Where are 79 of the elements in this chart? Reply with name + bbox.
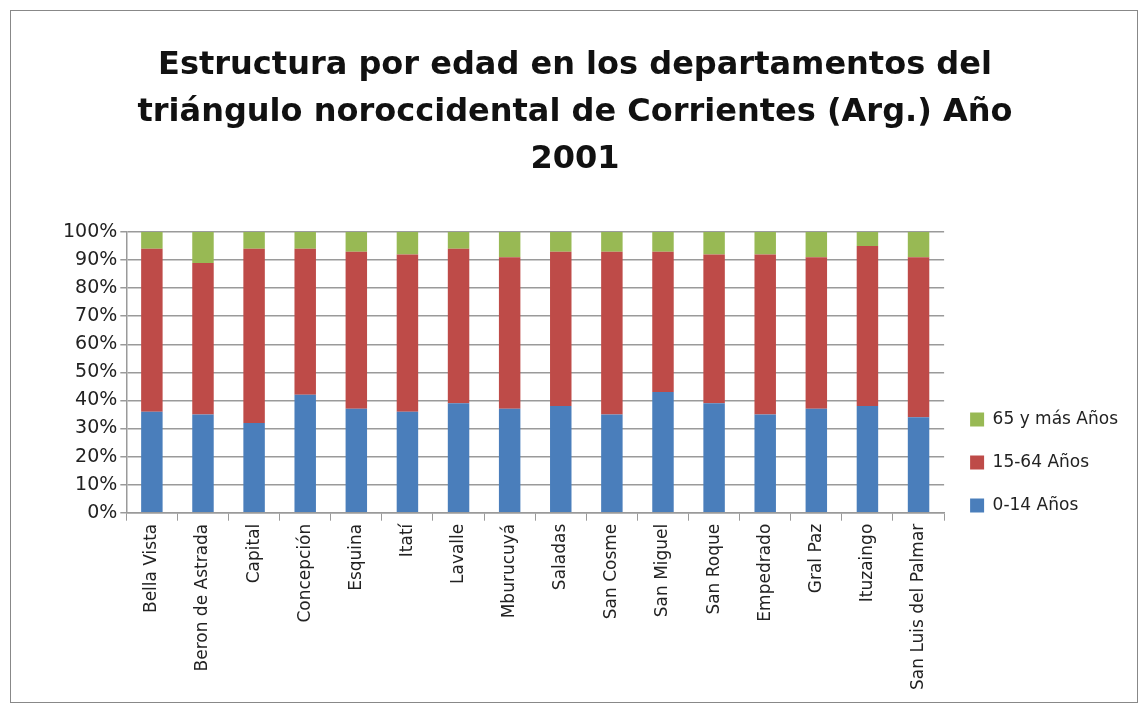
bar — [856, 246, 879, 407]
x-tick-label: San Roque — [702, 523, 723, 615]
x-tick-label: San Cosme — [600, 523, 621, 620]
x-tick-label: Mburucuyá — [498, 523, 519, 619]
x-tick-label: Esquina — [344, 523, 365, 591]
x-tick-label: Concepción — [293, 523, 314, 623]
bar — [754, 414, 776, 512]
bar — [396, 254, 419, 412]
bar — [703, 232, 725, 255]
bar — [652, 251, 674, 393]
x-tick-label: Itatí — [395, 522, 416, 558]
bar — [907, 257, 930, 418]
bar — [907, 232, 930, 258]
x-tick-label: Lavalle — [446, 523, 467, 584]
y-tick-label: 0% — [87, 499, 118, 522]
bar — [652, 232, 674, 252]
y-tick-label: 100% — [62, 218, 118, 241]
bar — [550, 232, 572, 252]
x-tick-label: Empedrado — [753, 523, 774, 622]
bar — [498, 232, 521, 258]
bar — [345, 251, 368, 409]
bar — [294, 232, 316, 249]
bar — [754, 232, 776, 255]
bar — [805, 257, 828, 409]
bar — [192, 414, 214, 512]
bar — [550, 251, 572, 407]
y-tick-label: 50% — [75, 359, 118, 382]
legend-label: 0-14 Años — [992, 493, 1079, 514]
bar — [498, 257, 521, 409]
x-tick-label: Gral Paz — [804, 523, 825, 594]
y-tick-label: 40% — [75, 387, 118, 410]
bar — [243, 248, 265, 423]
bar — [652, 392, 674, 512]
bar — [754, 254, 776, 415]
x-tick-label: Ituzaingo — [855, 523, 876, 603]
x-tick-label: Capital — [242, 523, 263, 584]
bar — [192, 262, 214, 415]
bar — [601, 414, 623, 512]
x-tick-label: San Miguel — [651, 523, 672, 618]
bar — [345, 232, 368, 252]
bar — [447, 403, 470, 512]
bar — [141, 411, 163, 512]
bar — [856, 406, 879, 512]
bar — [805, 232, 828, 258]
y-tick-label: 60% — [75, 331, 118, 354]
bar — [192, 232, 214, 263]
bar — [601, 251, 623, 415]
x-tick-label: San Luis del Palmar — [906, 523, 927, 691]
x-tick-label: Saladas — [549, 523, 570, 591]
x-tick-label: Beron de Astrada — [191, 523, 212, 672]
bar — [243, 232, 265, 249]
bar — [805, 408, 828, 512]
y-tick-label: 10% — [75, 471, 118, 494]
legend-label: 65 y más Años — [992, 407, 1119, 428]
y-tick-label: 90% — [75, 247, 118, 270]
y-tick-label: 30% — [75, 415, 118, 438]
bar — [141, 232, 163, 249]
bar — [294, 394, 316, 512]
bar — [345, 408, 368, 512]
legend-label: 15-64 Años — [992, 450, 1090, 471]
bar — [243, 422, 265, 512]
bar — [703, 254, 725, 404]
bar — [550, 406, 572, 512]
bar — [601, 232, 623, 252]
bar — [396, 411, 419, 512]
bar — [498, 408, 521, 512]
bar — [856, 232, 879, 247]
bar — [703, 403, 725, 512]
y-tick-label: 20% — [75, 443, 118, 466]
bar — [447, 232, 470, 249]
x-tick-label: Bella Vista — [140, 523, 161, 614]
y-tick-label: 80% — [75, 275, 118, 298]
bar — [447, 248, 470, 404]
y-tick-label: 70% — [75, 303, 118, 326]
bar — [907, 417, 930, 512]
bar — [294, 248, 316, 395]
bar — [141, 248, 163, 412]
bar — [396, 232, 419, 255]
chart-title: Estructura por edad en los departamentos del triángulo noroccidental de Corrientes (Arg.) Año 2001 — [136, 43, 1014, 178]
